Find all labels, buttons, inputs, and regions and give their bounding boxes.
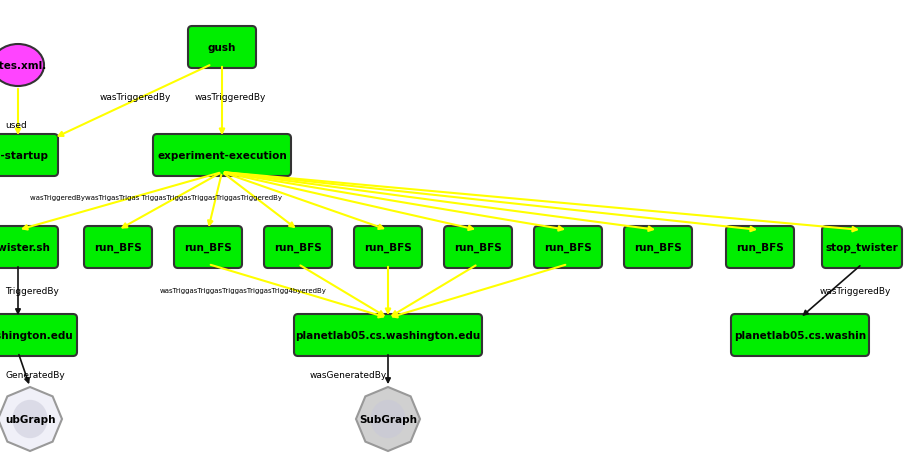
- Text: planetlab05.cs.washin: planetlab05.cs.washin: [734, 330, 866, 340]
- FancyBboxPatch shape: [726, 227, 794, 268]
- Ellipse shape: [13, 400, 47, 438]
- Text: TriggeredBy: TriggeredBy: [5, 286, 59, 295]
- FancyBboxPatch shape: [0, 314, 77, 356]
- Text: run_BFS: run_BFS: [454, 243, 502, 253]
- FancyBboxPatch shape: [264, 227, 332, 268]
- FancyBboxPatch shape: [822, 227, 902, 268]
- Text: used: used: [5, 121, 26, 130]
- Text: SubGraph: SubGraph: [359, 414, 417, 424]
- FancyBboxPatch shape: [354, 227, 422, 268]
- FancyBboxPatch shape: [294, 314, 482, 356]
- Text: run_BFS: run_BFS: [94, 243, 142, 253]
- Ellipse shape: [370, 400, 406, 438]
- Text: run_BFS: run_BFS: [736, 243, 784, 253]
- Text: cs.washington.edu: cs.washington.edu: [0, 330, 74, 340]
- FancyBboxPatch shape: [624, 227, 692, 268]
- Text: wasTriggasTriggasTriggasTriggasTrigg4byeredBy: wasTriggasTriggasTriggasTriggasTrigg4bye…: [160, 288, 327, 293]
- Polygon shape: [0, 387, 62, 451]
- FancyBboxPatch shape: [153, 135, 291, 177]
- FancyBboxPatch shape: [731, 314, 869, 356]
- Text: run_BFS: run_BFS: [274, 243, 322, 253]
- Polygon shape: [356, 387, 420, 451]
- Text: GeneratedBy: GeneratedBy: [5, 371, 65, 379]
- FancyBboxPatch shape: [188, 27, 256, 69]
- FancyBboxPatch shape: [0, 135, 58, 177]
- FancyBboxPatch shape: [84, 227, 152, 268]
- FancyBboxPatch shape: [0, 227, 58, 268]
- Text: sites.xml.: sites.xml.: [0, 61, 46, 71]
- Text: ubGraph: ubGraph: [5, 414, 56, 424]
- Text: gush: gush: [207, 43, 237, 53]
- Text: run_BFS: run_BFS: [364, 243, 412, 253]
- FancyBboxPatch shape: [534, 227, 602, 268]
- Text: wasTriggeredBy: wasTriggeredBy: [100, 93, 171, 102]
- Text: wasTriggeredBy: wasTriggeredBy: [820, 286, 892, 295]
- Ellipse shape: [0, 45, 44, 87]
- Text: wasTriggeredBy: wasTriggeredBy: [195, 93, 267, 102]
- Text: wasGeneratedBy: wasGeneratedBy: [310, 371, 388, 379]
- FancyBboxPatch shape: [174, 227, 242, 268]
- Text: wasTriggeredBywasTrigasTrigas TriggasTriggasTriggasTriggasTriggeredBy: wasTriggeredBywasTrigasTrigas TriggasTri…: [30, 195, 282, 201]
- Text: _twister.sh: _twister.sh: [0, 243, 49, 253]
- Text: run_BFS: run_BFS: [184, 243, 232, 253]
- Text: planetlab05.cs.washington.edu: planetlab05.cs.washington.edu: [296, 330, 480, 340]
- FancyBboxPatch shape: [444, 227, 512, 268]
- Text: stop_twister: stop_twister: [825, 243, 898, 253]
- Text: sh-startup: sh-startup: [0, 151, 48, 161]
- Text: run_BFS: run_BFS: [544, 243, 592, 253]
- Text: experiment-execution: experiment-execution: [157, 151, 287, 161]
- Text: run_BFS: run_BFS: [634, 243, 682, 253]
